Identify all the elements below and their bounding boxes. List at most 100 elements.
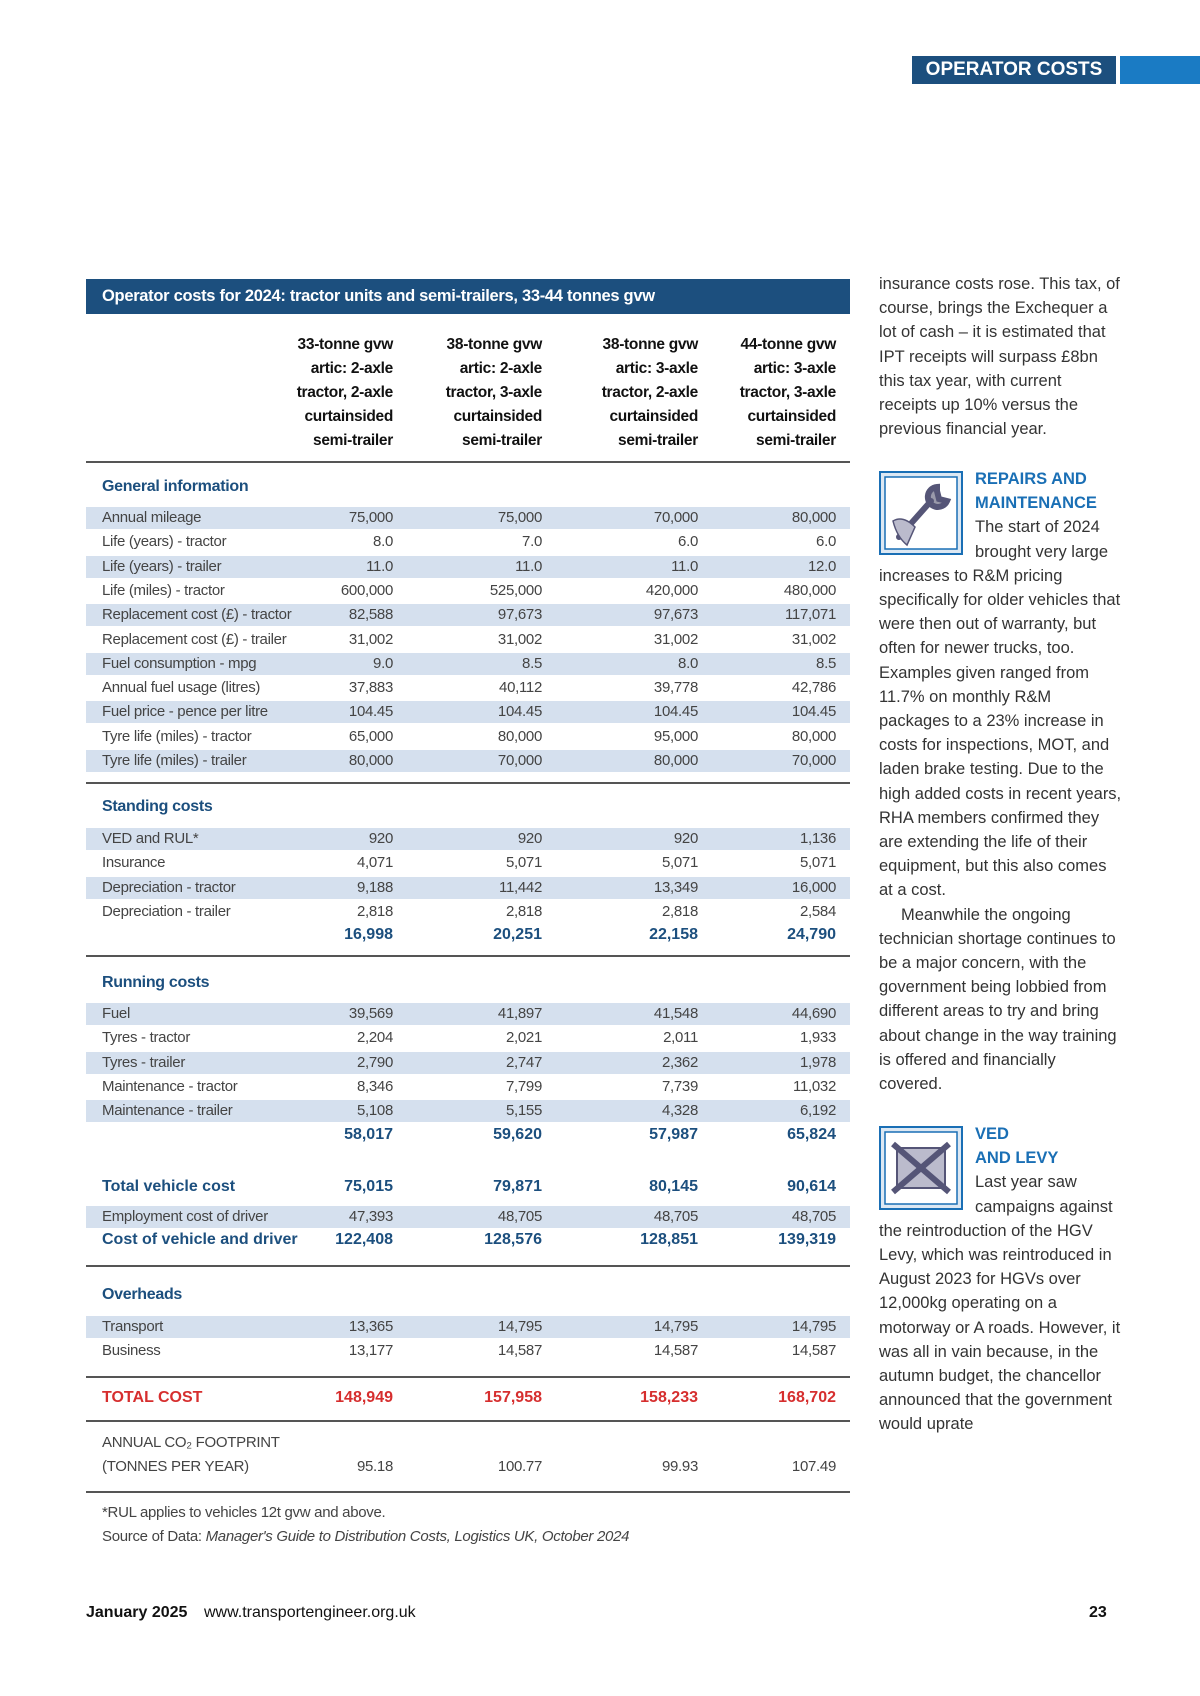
cell-value: 80,000 [791,727,836,745]
cell-value: 128,576 [484,1231,542,1249]
row-shade [86,828,850,850]
cell-value: 148,949 [335,1389,393,1406]
cell-value: 6.0 [816,533,836,551]
cell-value: 65,824 [787,1125,836,1143]
cell-value: 47,393 [348,1208,393,1225]
cell-value: 48,705 [653,1208,698,1225]
cell-value: 107.49 [791,1458,836,1475]
row-label: Replacement cost (£) - trailer [102,630,287,648]
subheading: VED AND LEVY [879,1122,1123,1170]
repairs-icon [879,471,963,556]
cell-value: 37,883 [348,679,393,697]
page-number: 23 [1089,1604,1107,1621]
row-shade [86,1206,850,1228]
cell-value: 11.0 [366,557,393,575]
footnote: *RUL applies to vehicles 12t gvw and abo… [102,1504,386,1521]
cell-value: 31,002 [653,630,698,648]
cell-value: 42,786 [791,679,836,697]
row-shade [86,701,850,724]
subheading-line: REPAIRS AND [975,470,1087,489]
footer-url: www.transportengineer.org.uk [204,1604,416,1621]
column-header: artic: 2-axle [310,360,394,377]
row-label: Tyres - trailer [102,1053,186,1071]
column-header: curtainsided [747,408,836,425]
cell-value: 7,739 [661,1077,698,1095]
row-label: Tyre life (miles) - trailer [102,752,247,769]
cell-value: 2,021 [505,1029,542,1047]
cell-value: 13,349 [653,878,698,896]
cell-value: 70,000 [497,752,542,769]
cell-value: 70,000 [791,752,836,769]
paragraph: Last year saw campaigns against the rein… [879,1173,1121,1434]
cell-value: 8.5 [816,654,836,672]
cell-value: 14,795 [791,1318,836,1335]
row-shade [86,1003,850,1025]
column-header: artic: 3-axle [615,360,699,377]
cell-value: 48,705 [791,1208,836,1225]
cell-value: 1,978 [799,1053,836,1071]
row-label: Maintenance - tractor [102,1077,238,1095]
cell-value: 80,000 [497,727,542,745]
cell-value: 2,011 [663,1029,698,1047]
footer-date: January 2025 [86,1604,188,1621]
subheading: REPAIRS AND MAINTENANCE [879,467,1123,515]
column-header: semi-trailer [618,432,698,449]
cell-value: 59,620 [493,1125,542,1143]
row-shade [86,750,850,772]
cell-value: 80,000 [348,752,393,769]
section-heading: Overheads [102,1286,183,1303]
cell-value: 6,192 [799,1102,836,1120]
row-label: (TONNES PER YEAR) [102,1458,249,1475]
section-banner: OPERATOR COSTS [912,56,1116,84]
rule [86,461,850,463]
cell-value: 4,071 [356,854,393,872]
cell-value: 920 [517,830,542,847]
cell-value: 9.0 [373,654,393,672]
cell-value: 16,000 [791,878,836,896]
cell-value: 7.0 [522,533,542,551]
cell-value: 8,346 [356,1077,393,1095]
cell-value: 14,795 [497,1318,542,1335]
row-shade [86,1100,850,1123]
cell-value: 31,002 [791,630,836,648]
cell-value: 5,071 [661,854,698,872]
row-label: Life (years) - trailer [102,557,222,575]
cell-value: 75,000 [348,509,393,526]
cell-value: 39,569 [348,1005,393,1022]
article-column: insurance costs rose. This tax, of cours… [879,272,1123,1437]
cell-value: 95.18 [356,1458,393,1475]
cell-value: 4,328 [661,1102,698,1120]
cell-value: 1,136 [799,830,836,847]
row-label: Cost of vehicle and driver [102,1231,298,1249]
row-label: VED and RUL* [102,830,199,847]
column-header: tractor, 3-axle [739,384,837,401]
cell-value: 97,673 [653,606,698,624]
ved-icon [879,1126,963,1211]
column-header: semi-trailer [756,432,836,449]
cell-value: 2,747 [505,1053,542,1071]
row-label: Tyre life (miles) - tractor [102,727,252,745]
cell-value: 117,071 [784,606,836,624]
row-label: Maintenance - trailer [102,1102,233,1120]
column-header: 38-tonne gvw [446,336,543,353]
cell-value: 5,155 [505,1102,542,1120]
row-shade [86,604,850,627]
cell-value: 75,000 [497,509,542,526]
cell-value: 70,000 [653,509,698,526]
cell-value: 8.0 [678,654,698,672]
cell-value: 420,000 [645,581,698,599]
cell-value: 104.45 [791,703,836,721]
cell-value: 80,000 [791,509,836,526]
subheading-line: VED [975,1125,1009,1144]
cell-value: 80,000 [653,752,698,769]
table-title: Operator costs for 2024: tractor units a… [86,279,850,314]
cell-value: 39,778 [653,679,698,697]
cell-value: 13,365 [348,1318,393,1335]
cell-value: 104.45 [348,703,393,721]
cell-value: 24,790 [787,926,836,944]
cell-value: 95,000 [653,727,698,745]
cell-value: 2,818 [505,902,542,920]
column-header: artic: 3-axle [753,360,837,377]
cell-value: 5,071 [799,854,836,872]
row-label: Total vehicle cost [102,1178,236,1195]
